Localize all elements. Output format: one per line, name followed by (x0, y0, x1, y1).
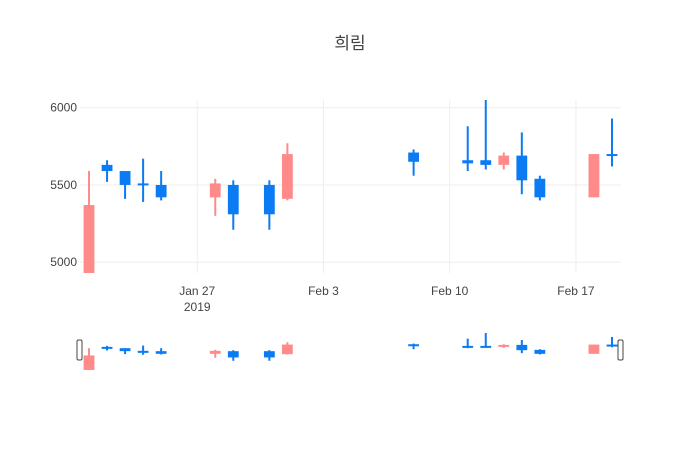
y-tick-label: 6000 (50, 101, 77, 115)
candle-body-1[interactable] (101, 164, 113, 172)
mini-candle-body-13 (516, 344, 528, 351)
mini-candle-body-0 (83, 355, 95, 370)
mini-candle-body-2 (119, 348, 131, 352)
x-tick-label: Feb 17 (557, 284, 595, 298)
mini-candle-body-3 (137, 350, 149, 353)
candle-body-6[interactable] (227, 184, 239, 215)
mini-candle-body-10 (462, 345, 474, 348)
range-slider-background (80, 333, 621, 375)
mini-candle-body-14 (534, 349, 546, 354)
candle-body-3[interactable] (137, 183, 149, 186)
y-tick-label: 5500 (50, 178, 77, 192)
x-axis-tick-labels: Jan 27 2019 Feb 3 Feb 10 Feb 17 (179, 284, 595, 314)
range-slider-right-handle[interactable] (617, 339, 624, 361)
candle-body-2[interactable] (119, 171, 131, 185)
candle-body-4[interactable] (155, 184, 167, 198)
mini-candle-body-4 (155, 351, 167, 354)
mini-candle-body-15 (588, 344, 600, 354)
x-tick-label: Feb 3 (308, 284, 339, 298)
candle-body-5[interactable] (209, 183, 221, 198)
x-tick-label: Feb 10 (431, 284, 469, 298)
candle-body-15[interactable] (588, 154, 600, 198)
candle-body-13[interactable] (516, 155, 528, 181)
x-tick-label: Jan 27 (179, 284, 215, 298)
candle-body-11[interactable] (480, 160, 492, 165)
candle-body-10[interactable] (462, 160, 474, 164)
y-tick-label: 5000 (50, 255, 77, 269)
candle-body-8[interactable] (281, 154, 293, 199)
candle-body-9[interactable] (408, 152, 420, 162)
candle-body-0[interactable] (83, 205, 95, 273)
y-axis-tick-labels: 5000 5500 6000 (50, 101, 77, 269)
candle-body-7[interactable] (263, 184, 275, 215)
range-slider-preview (83, 333, 618, 370)
x-tick-year-label: 2019 (184, 300, 211, 314)
mini-candle-body-7 (263, 351, 275, 358)
mini-candle-body-6 (227, 351, 239, 358)
mini-candle-body-1 (101, 346, 113, 349)
mini-candle-body-8 (281, 344, 293, 355)
mini-candle-body-12 (498, 344, 510, 347)
range-slider[interactable] (76, 333, 624, 375)
chart-title: 희림 (334, 34, 365, 54)
candle-body-12[interactable] (498, 155, 510, 165)
mini-candle-body-16 (606, 344, 618, 347)
gridlines (80, 100, 621, 273)
mini-candle-body-11 (480, 345, 492, 348)
mini-candle-body-9 (408, 344, 420, 347)
candles-layer[interactable] (83, 100, 618, 273)
candle-body-16[interactable] (606, 154, 618, 157)
mini-candle-body-5 (209, 350, 221, 354)
range-slider-left-handle[interactable] (76, 339, 83, 361)
candle-body-14[interactable] (534, 178, 546, 198)
